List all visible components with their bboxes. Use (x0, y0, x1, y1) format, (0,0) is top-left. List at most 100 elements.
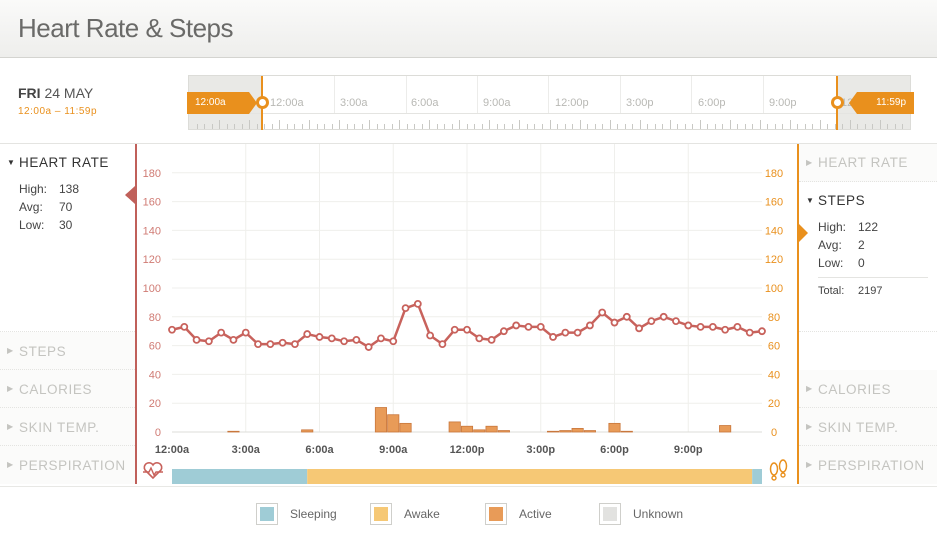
timeline-label: 6:00a (411, 97, 439, 109)
steps-bar (719, 425, 732, 433)
timeline-tick (639, 120, 641, 129)
legend-swatch (599, 503, 621, 525)
timeline-tick (564, 124, 566, 129)
heart-rate-point (291, 340, 299, 349)
timeline-tick (391, 124, 393, 129)
heart-rate-point (229, 335, 238, 344)
right-perspiration-section[interactable]: ▶ PERSPIRATION (799, 446, 937, 484)
timeline-tick (361, 124, 363, 129)
timeline-tick (789, 120, 791, 129)
right-steps-section[interactable]: ▼ STEPS High: 122 Avg: 2 Low: 0 Total: 2197 (799, 182, 937, 332)
y-tick-label-right: 20 (768, 398, 780, 410)
left-heart-rate-section[interactable]: ▼ HEART RATE High: 138 Avg: 70 Low: 30 (0, 144, 135, 332)
timeline-tick (632, 124, 634, 129)
section-title: STEPS (19, 344, 67, 359)
timeline-tick (429, 120, 431, 129)
legend-swatch (485, 503, 507, 525)
timeline-tick (196, 124, 198, 129)
heart-rate-point (475, 334, 484, 343)
x-tick-label: 9:00a (379, 444, 408, 456)
y-tick-label-left: 40 (149, 369, 161, 381)
heart-rate-point (659, 312, 668, 321)
timeline-tick (219, 120, 221, 129)
timeline-tick (872, 124, 874, 129)
stat-label: Avg: (818, 238, 842, 252)
heart-rate-point (672, 317, 680, 326)
end-time-badge[interactable]: 11:59p (849, 92, 914, 114)
timeline-tick (669, 120, 671, 129)
right-skin-temp-section[interactable]: ▶ SKIN TEMP. (799, 408, 937, 446)
steps-bar (497, 430, 510, 433)
timeline-tick (496, 124, 498, 129)
timeline-tick (812, 124, 814, 129)
heart-rate-point (524, 322, 533, 331)
timeline-tick (384, 124, 386, 129)
timeline-tick (707, 124, 709, 129)
timeline-tick (729, 120, 731, 129)
legend-swatch (370, 503, 392, 525)
timeline-scrubber[interactable]: 12:00a 3:00a 6:00a 9:00a 12:00p 3:00p 6:… (188, 75, 911, 130)
timeline-tick (714, 124, 716, 129)
timeline-tick (204, 124, 206, 129)
heart-rate-point (352, 335, 361, 344)
start-time-badge[interactable]: 12:00a (187, 92, 257, 114)
legend-label: Active (519, 507, 552, 521)
right-heart-rate-section[interactable]: ▶ HEART RATE (799, 144, 937, 182)
legend-label: Sleeping (290, 507, 337, 521)
timeline-separator (334, 76, 335, 113)
timeline-label: 3:00a (340, 97, 368, 109)
heart-rate-point (426, 331, 435, 340)
caret-right-icon: ▶ (7, 460, 14, 469)
caret-right-icon: ▶ (806, 422, 813, 431)
stat-value: 2197 (858, 285, 883, 297)
stat-label: Low: (818, 256, 844, 270)
heart-rate-point (254, 340, 262, 349)
timeline-tick (887, 124, 889, 129)
timeline-tick (759, 120, 761, 129)
left-perspiration-section[interactable]: ▶ PERSPIRATION (0, 446, 135, 484)
timeline-label: 6:00p (698, 97, 726, 109)
steps-bar (583, 430, 596, 433)
heart-rate-point (278, 338, 287, 347)
timeline-label: 3:00p (626, 97, 654, 109)
heart-rate-steps-chart[interactable]: 12:00a 3:00a 6:00a 9:00a 12:00p 3:00p 6:00p 9:0… (135, 144, 799, 484)
stat-label: Avg: (19, 200, 43, 214)
timeline-ruler (189, 113, 910, 129)
timeline-tick (782, 124, 784, 129)
steps-avg-stat: Avg: 2 (818, 238, 865, 252)
stat-label: Low: (19, 218, 45, 232)
heart-rate-point (536, 322, 545, 331)
steps-bars (227, 407, 732, 433)
right-calories-section[interactable]: ▶ CALORIES (799, 370, 937, 408)
legend-swatch (256, 503, 278, 525)
heart-rate-point (733, 322, 742, 331)
band-awake (307, 469, 753, 484)
timeline-tick (737, 124, 739, 129)
steps-total-stat: Total: 2197 (818, 285, 882, 297)
legend-label: Unknown (633, 507, 684, 521)
timeline-tick (834, 124, 836, 129)
hr-high-stat: High: 138 (19, 182, 79, 196)
heart-rate-point (413, 299, 422, 308)
start-handle[interactable] (256, 96, 269, 109)
time-range-label: 12:00a – 11:59p (18, 106, 98, 117)
timeline-tick (286, 124, 288, 129)
left-skin-temp-section[interactable]: ▶ SKIN TEMP. (0, 408, 135, 446)
left-calories-section[interactable]: ▶ CALORIES (0, 370, 135, 408)
timeline-tick (346, 124, 348, 129)
heart-rate-point (450, 325, 459, 334)
caret-right-icon: ▶ (806, 460, 813, 469)
left-steps-section[interactable]: ▶ STEPS (0, 332, 135, 370)
end-handle[interactable] (831, 96, 844, 109)
x-axis-labels: 12:00a 3:00a 6:00a 9:00a 12:00p 3:00p 6:00p 9:0… (155, 444, 703, 456)
heart-rate-point (217, 328, 226, 337)
timeline-tick (677, 124, 679, 129)
heart-rate-point (192, 335, 201, 344)
timeline-tick (271, 124, 273, 129)
steps-bar (546, 430, 560, 433)
section-title: HEART RATE (818, 155, 909, 170)
timeline-tick (256, 124, 258, 129)
y-tick-label-right: 180 (765, 168, 783, 180)
heart-rate-point (684, 321, 693, 330)
legend-label: Awake (404, 507, 440, 521)
